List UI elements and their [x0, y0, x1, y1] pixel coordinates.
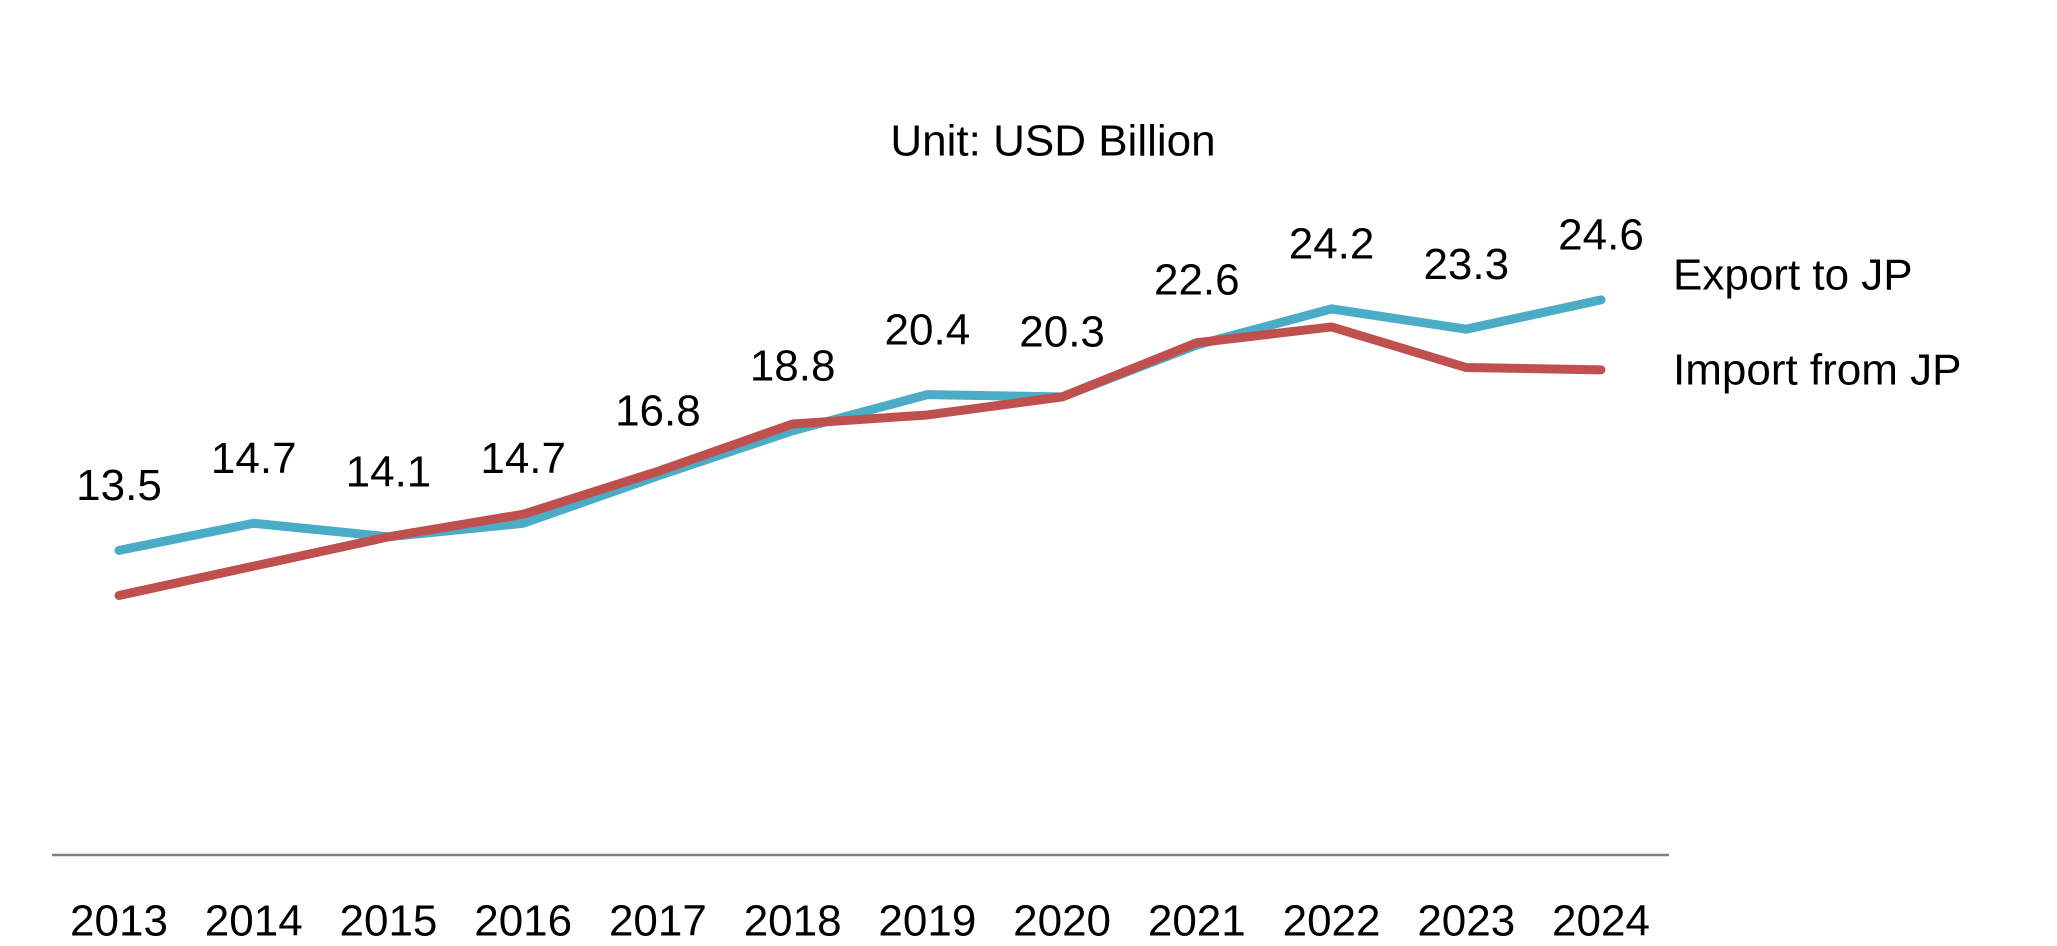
x-tick-label: 2020 [1013, 897, 1111, 946]
data-label: 14.1 [346, 447, 432, 496]
data-label: 20.3 [1019, 308, 1105, 357]
data-label: 23.3 [1423, 240, 1509, 289]
x-tick-label: 2021 [1148, 897, 1246, 946]
data-label: 14.7 [480, 434, 566, 483]
data-label: 13.5 [76, 461, 162, 510]
x-tick-label: 2022 [1283, 897, 1381, 946]
x-tick-label: 2013 [70, 897, 168, 946]
x-tick-label: 2018 [744, 897, 842, 946]
data-label: 18.8 [750, 341, 836, 390]
x-tick-label: 2019 [878, 897, 976, 946]
x-tick-label: 2017 [609, 897, 707, 946]
data-label: 14.7 [211, 434, 297, 483]
x-tick-label: 2016 [474, 897, 572, 946]
series-line [114, 322, 1606, 600]
legend-label: Import from JP [1673, 345, 1962, 394]
x-tick-label: 2024 [1552, 897, 1650, 946]
x-tick-label: 2015 [340, 897, 438, 946]
data-label: 24.2 [1289, 220, 1375, 269]
chart-title: Unit: USD Billion [890, 117, 1215, 166]
legend-label: Export to JP [1673, 250, 1913, 299]
series-line [114, 295, 1606, 555]
data-label: 22.6 [1154, 256, 1240, 305]
x-tick-label: 2014 [205, 897, 303, 946]
data-label: 20.4 [885, 305, 971, 354]
data-label: 24.6 [1558, 210, 1644, 259]
x-tick-label: 2023 [1417, 897, 1515, 946]
data-label: 16.8 [615, 387, 701, 436]
